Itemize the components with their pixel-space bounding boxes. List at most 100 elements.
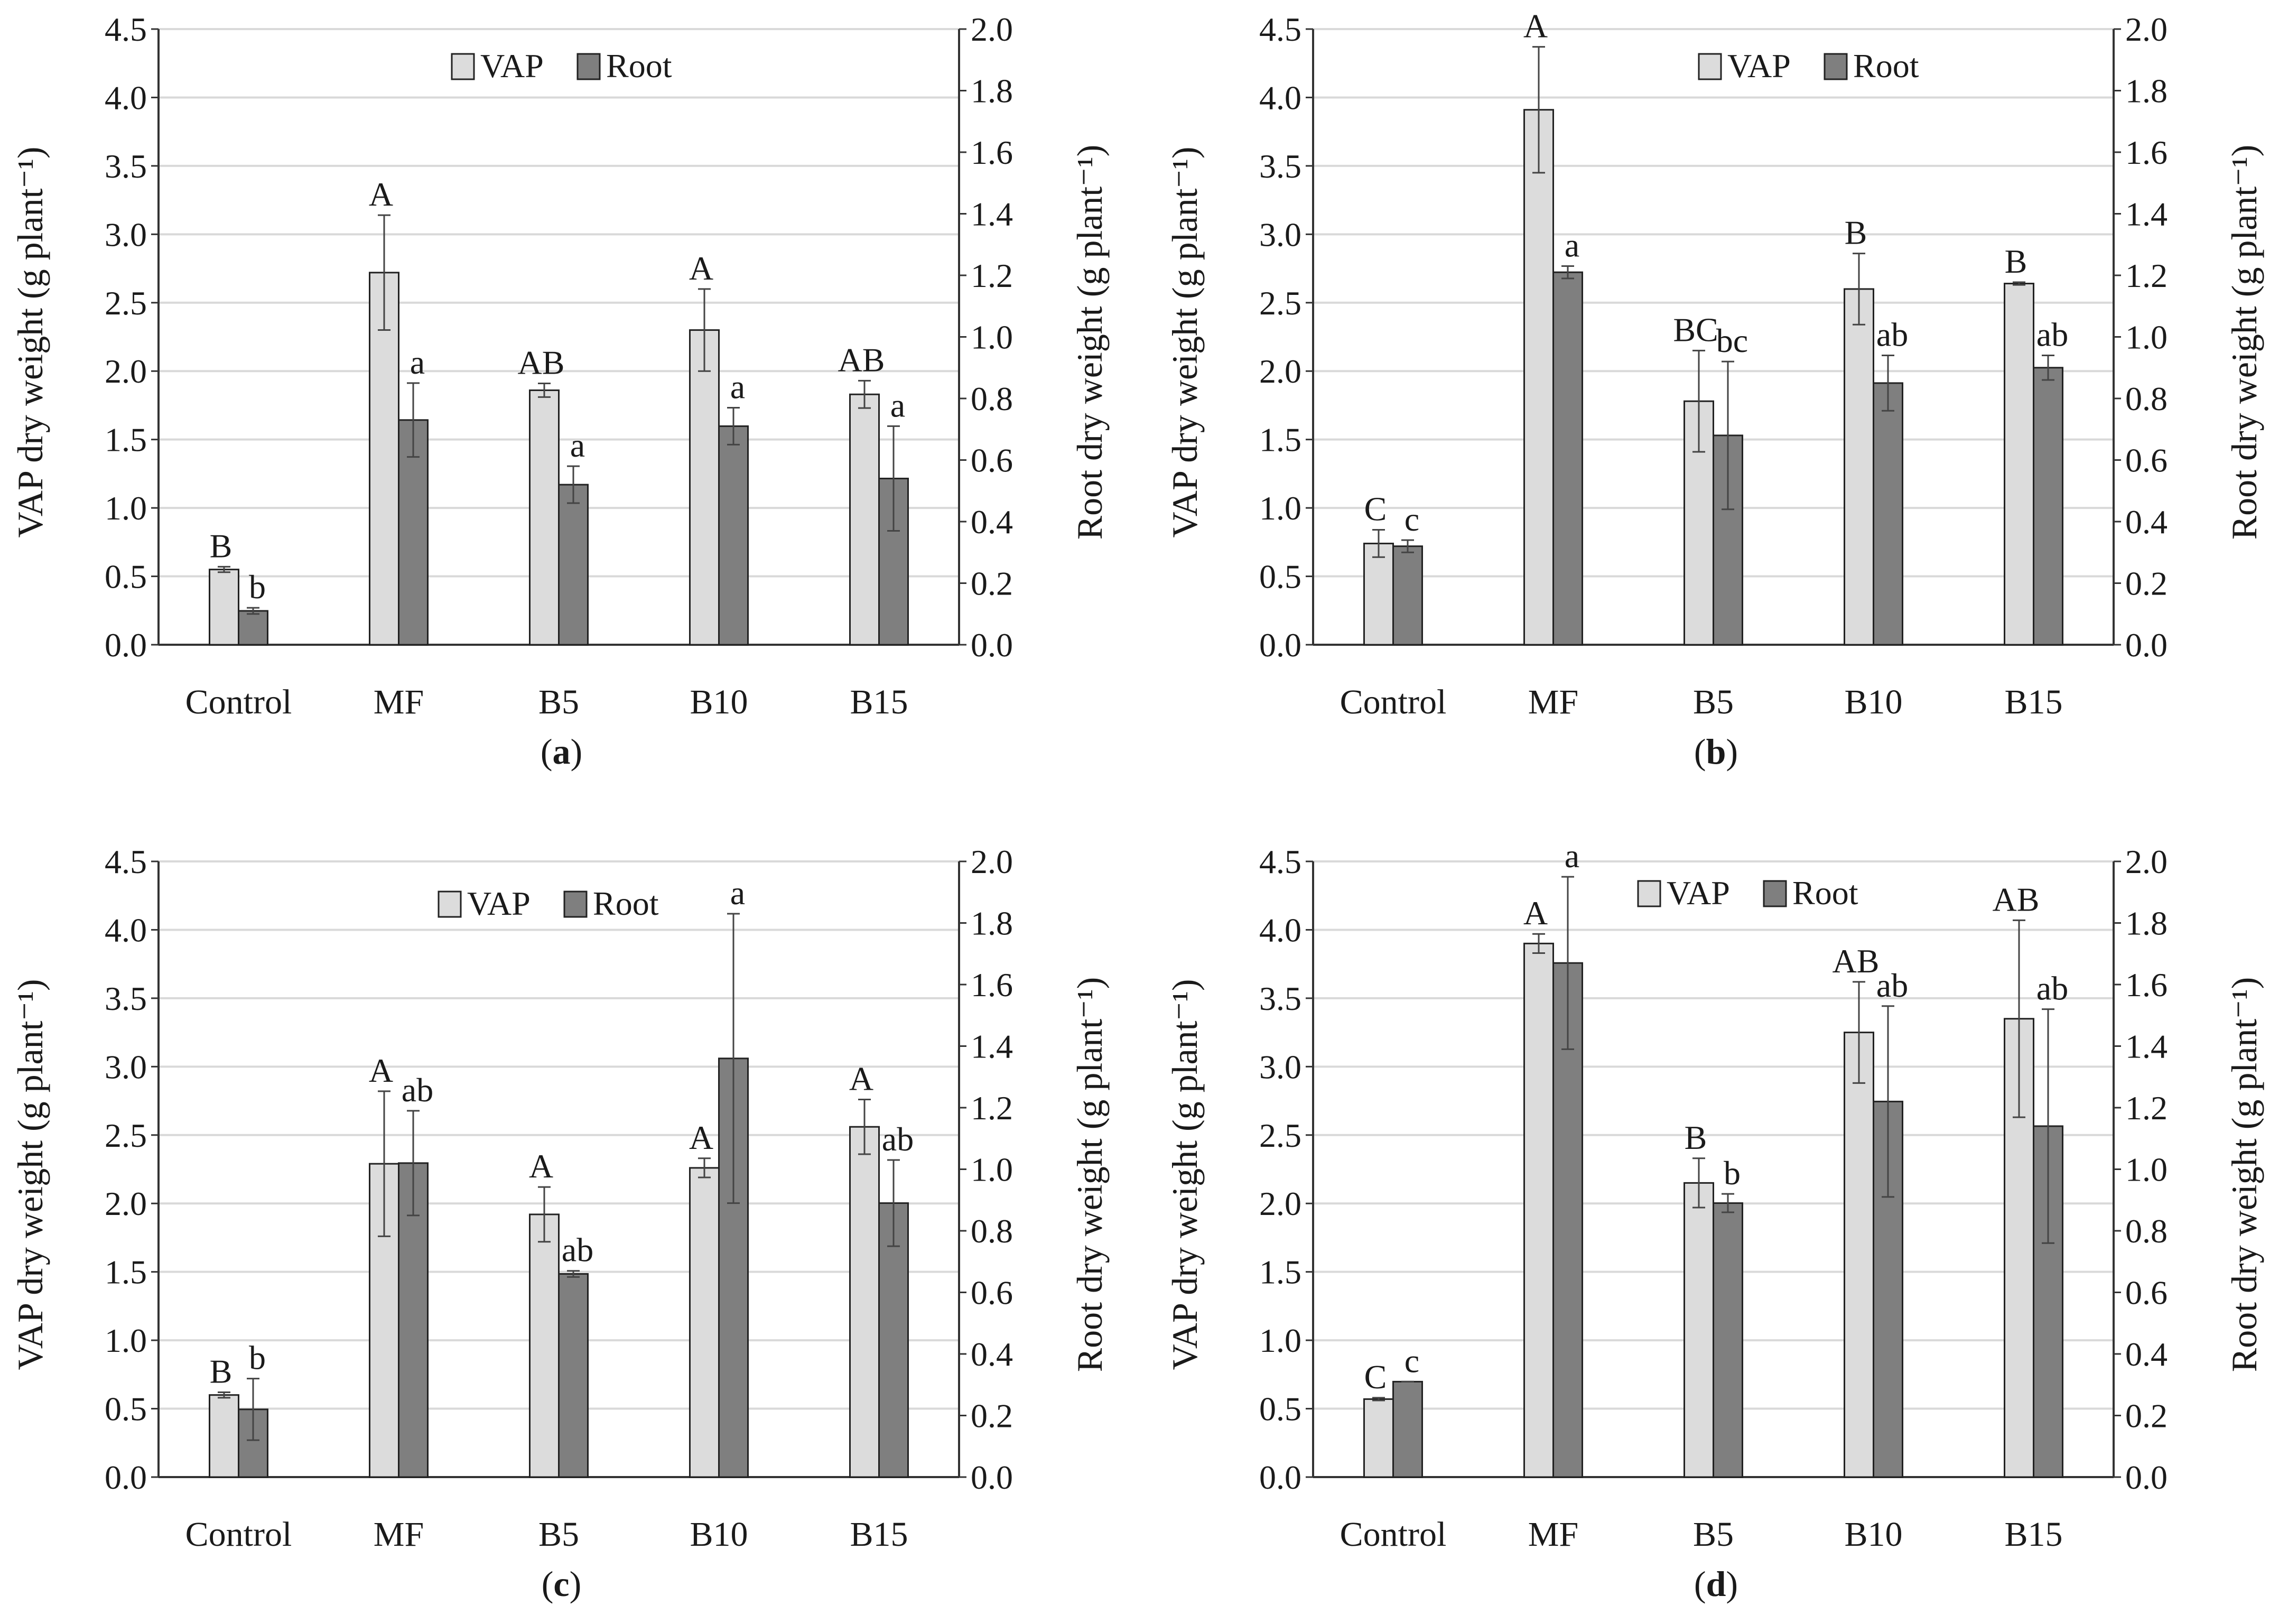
x-tick-label: B10	[1844, 1515, 1902, 1554]
significance-letter: AB	[1833, 942, 1880, 980]
y-left-tick-label: 3.5	[1259, 147, 1301, 185]
panel-a: 0.0 0.5 1.0 1.5 2.0 2.5 3.0 3.5 4.0 4.5 0.0 0.2 0.4 0…	[10, 11, 1110, 772]
significance-letter: ab	[2036, 315, 2068, 353]
y-left-tick-label: 2.5	[1259, 284, 1301, 322]
y-left-tick-label: 0.0	[105, 626, 147, 664]
y-right-tick-label: 0.6	[2125, 442, 2168, 479]
y-right-tick-label: 0.2	[971, 565, 1013, 602]
significance-letter: ab	[882, 1120, 914, 1158]
y-left-tick-label: 0.5	[105, 558, 147, 596]
y-left-tick-label: 3.0	[1259, 1048, 1301, 1085]
bar-vap-control	[209, 1394, 239, 1478]
y-left-tick-label: 4.0	[105, 79, 147, 116]
y-right-tick-label: 1.4	[2125, 1028, 2168, 1065]
x-tick-label: B5	[1693, 1515, 1734, 1554]
y-left-tick-label: 2.5	[1259, 1117, 1301, 1154]
bar-root-b5	[1713, 1202, 1743, 1478]
significance-letter: ab	[1876, 967, 1908, 1004]
significance-letter: BC	[1673, 311, 1718, 348]
y-right-tick-label: 0.4	[2125, 503, 2168, 541]
significance-letter: ab	[1876, 315, 1908, 353]
y-right-tick-label: 2.0	[2125, 843, 2168, 880]
bar-root-b15	[878, 1202, 909, 1478]
y-left-tick-label: 2.0	[1259, 1185, 1301, 1222]
y-left-tick-label: 4.5	[1259, 11, 1301, 48]
legend-swatch-root	[1763, 880, 1787, 907]
y-left-axis-label: VAP dry weight (g plant⁻¹)	[1165, 147, 1205, 538]
y-right-tick-label: 1.8	[971, 72, 1013, 110]
x-tick-label: B15	[2004, 683, 2062, 721]
y-right-tick-label: 1.2	[2125, 1089, 2168, 1127]
y-right-tick-label: 1.6	[971, 966, 1013, 1004]
y-left-tick-label: 1.0	[105, 489, 147, 527]
y-left-tick-label: 0.5	[1259, 1390, 1301, 1428]
significance-letter: bc	[1716, 322, 1748, 359]
bar-vap-b15	[2004, 283, 2034, 646]
y-right-tick-label: 1.4	[971, 196, 1013, 233]
legend-swatch-root	[1824, 53, 1848, 80]
legend-label-root: Root	[593, 885, 659, 922]
y-left-axis-label: VAP dry weight (g plant⁻¹)	[1165, 979, 1205, 1370]
y-right-tick-label: 2.0	[971, 843, 1013, 880]
bar-root-mf	[1552, 271, 1583, 646]
significance-letter: A	[689, 249, 713, 287]
significance-letter: a	[1565, 837, 1579, 875]
x-tick-label: Control	[185, 1515, 292, 1554]
y-left-tick-label: 3.5	[1259, 980, 1301, 1017]
y-left-tick-label: 4.0	[1259, 911, 1301, 949]
y-right-tick-label: 2.0	[2125, 11, 2168, 48]
panel-label: (b)	[1694, 731, 1738, 772]
significance-letter: A	[369, 1052, 393, 1089]
legend-label-vap: VAP	[480, 47, 544, 85]
x-tick-label: Control	[1340, 683, 1447, 721]
x-tick-label: B15	[850, 683, 908, 721]
x-tick-label: B5	[538, 1515, 579, 1554]
y-right-tick-label: 0.0	[971, 626, 1013, 664]
significance-letter: ab	[562, 1231, 593, 1269]
y-left-tick-label: 2.0	[1259, 352, 1301, 390]
significance-letter: A	[1523, 7, 1548, 45]
significance-letter: a	[890, 386, 905, 424]
bar-vap-control	[1363, 542, 1394, 646]
significance-letter: A	[849, 1060, 873, 1097]
significance-letter: b	[1724, 1154, 1741, 1192]
bar-vap-b10	[689, 329, 720, 646]
bar-vap-b10	[1844, 1032, 1874, 1478]
y-right-tick-label: 1.2	[971, 257, 1013, 294]
x-tick-label: Control	[185, 683, 292, 721]
y-right-axis-label: Root dry weight (g plant⁻¹)	[1069, 145, 1110, 540]
significance-letter: B	[2005, 243, 2027, 280]
significance-letter: B	[210, 1352, 232, 1390]
bar-vap-b15	[849, 1126, 880, 1478]
panel-label: (a)	[541, 731, 582, 772]
significance-letter: ab	[2036, 970, 2068, 1007]
y-right-axis-label: Root dry weight (g plant⁻¹)	[1069, 977, 1110, 1372]
y-left-tick-label: 1.5	[1259, 1254, 1301, 1291]
significance-letter: A	[689, 1119, 713, 1156]
significance-letter: ab	[402, 1071, 433, 1109]
y-right-tick-label: 0.0	[2125, 626, 2168, 664]
bar-root-control	[238, 610, 268, 646]
y-right-tick-label: 0.2	[2125, 565, 2168, 602]
bar-vap-b10	[689, 1167, 720, 1478]
y-left-tick-label: 1.5	[105, 421, 147, 459]
y-right-tick-label: 1.2	[2125, 257, 2168, 294]
y-right-tick-label: 0.0	[2125, 1459, 2168, 1496]
bar-root-b5	[558, 1273, 589, 1478]
legend-swatch-vap	[451, 53, 475, 80]
bar-vap-mf	[1523, 109, 1554, 646]
legend-label-root: Root	[606, 47, 672, 85]
legend-label-vap: VAP	[1727, 47, 1791, 85]
significance-letter: c	[1405, 500, 1419, 538]
bar-vap-b5	[529, 389, 560, 646]
y-right-tick-label: 2.0	[971, 11, 1013, 48]
x-tick-label: B10	[690, 1515, 748, 1554]
y-left-tick-label: 3.0	[105, 1048, 147, 1085]
bar-vap-b15	[849, 393, 880, 646]
y-left-tick-label: 3.0	[1259, 216, 1301, 253]
panel-c: 0.0 0.5 1.0 1.5 2.0 2.5 3.0 3.5 4.0 4.5 0.0 0.2 0.4 0…	[10, 843, 1110, 1604]
y-right-tick-label: 1.8	[2125, 72, 2168, 110]
y-left-tick-label: 0.5	[105, 1390, 147, 1428]
bar-root-control	[1392, 545, 1423, 646]
